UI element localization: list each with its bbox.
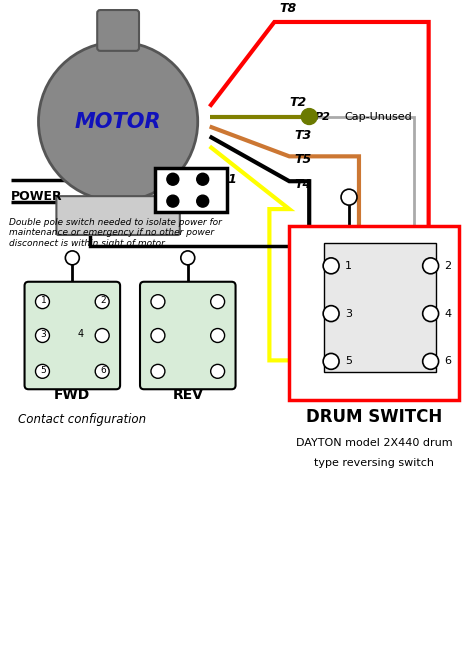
FancyBboxPatch shape: [56, 196, 180, 235]
Text: type reversing switch: type reversing switch: [314, 458, 434, 468]
Circle shape: [210, 328, 225, 343]
Circle shape: [151, 364, 165, 378]
Text: DAYTON model 2X440 drum: DAYTON model 2X440 drum: [296, 438, 452, 448]
Bar: [289, 226, 458, 400]
Text: FWD: FWD: [54, 388, 91, 402]
Text: DRUM SWITCH: DRUM SWITCH: [306, 408, 442, 426]
Circle shape: [323, 258, 339, 274]
Circle shape: [65, 251, 79, 265]
Text: P2: P2: [315, 112, 331, 122]
Text: 2: 2: [445, 261, 452, 271]
Text: 1: 1: [345, 261, 352, 271]
Text: T8: T8: [279, 2, 297, 15]
Circle shape: [423, 258, 438, 274]
Text: Cap-Unused: Cap-Unused: [344, 112, 412, 122]
Circle shape: [323, 353, 339, 370]
FancyBboxPatch shape: [140, 282, 236, 389]
Text: 3: 3: [41, 330, 46, 339]
Circle shape: [151, 295, 165, 309]
Text: T5: T5: [294, 153, 311, 166]
Text: 3: 3: [345, 309, 352, 318]
Text: T3: T3: [294, 129, 311, 143]
Circle shape: [36, 295, 49, 309]
Text: 1: 1: [41, 296, 46, 305]
Text: 5: 5: [41, 366, 46, 375]
Circle shape: [36, 328, 49, 343]
Text: T2: T2: [289, 95, 307, 109]
Circle shape: [197, 173, 209, 185]
Circle shape: [341, 189, 357, 205]
Circle shape: [423, 353, 438, 370]
Circle shape: [167, 173, 179, 185]
Text: 6: 6: [100, 366, 106, 375]
FancyBboxPatch shape: [97, 10, 139, 51]
Circle shape: [95, 328, 109, 343]
Circle shape: [95, 295, 109, 309]
Circle shape: [210, 364, 225, 378]
Text: Double pole switch needed to isolate power for
maintenance or emergency if no ot: Double pole switch needed to isolate pow…: [9, 218, 221, 248]
Circle shape: [151, 328, 165, 343]
Circle shape: [423, 305, 438, 322]
Text: POWER: POWER: [10, 190, 62, 203]
Circle shape: [181, 251, 195, 265]
Bar: [324, 243, 436, 372]
Text: MOTOR: MOTOR: [75, 112, 162, 131]
Text: 5: 5: [345, 356, 352, 366]
Circle shape: [323, 305, 339, 322]
Text: Contact configuration: Contact configuration: [18, 413, 146, 426]
Circle shape: [36, 364, 49, 378]
Text: P1: P1: [219, 173, 237, 186]
Circle shape: [167, 195, 179, 207]
Text: REV: REV: [172, 388, 203, 402]
Circle shape: [95, 364, 109, 378]
Text: 6: 6: [445, 356, 452, 366]
Text: 4: 4: [77, 328, 83, 339]
FancyBboxPatch shape: [25, 282, 120, 389]
Text: T4: T4: [294, 178, 311, 191]
Circle shape: [38, 42, 198, 201]
Circle shape: [210, 295, 225, 309]
Text: 2: 2: [100, 296, 106, 305]
Text: 4: 4: [445, 309, 452, 318]
Circle shape: [301, 109, 317, 124]
Circle shape: [197, 195, 209, 207]
Bar: [155, 168, 227, 212]
